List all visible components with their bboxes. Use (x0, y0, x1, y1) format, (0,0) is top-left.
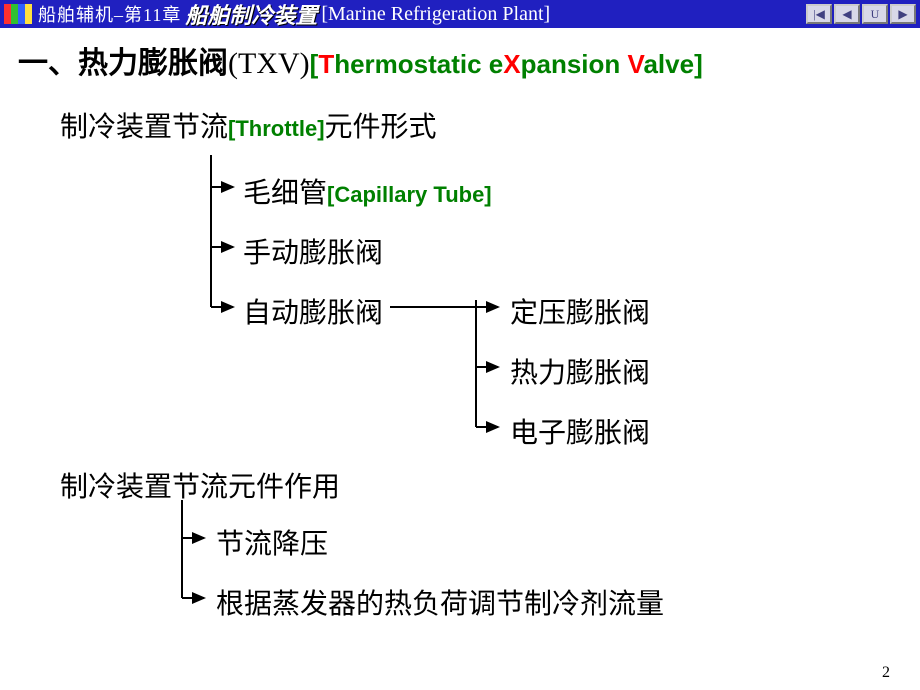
nav-prev-button[interactable]: ◀ (834, 4, 860, 24)
line-functions: 制冷装置节流元件作用 (60, 465, 340, 505)
page-number: 2 (882, 664, 890, 682)
title-en: [Marine Refrigeration Plant] (321, 3, 550, 26)
logo-icon (4, 4, 32, 24)
content-area: 一、热力膨胀阀(TXV)[Thermostatic eXpansion Valv… (0, 28, 920, 82)
title-prefix: 船舶辅机–第11章 (38, 1, 181, 27)
branch-capillary: 毛细管[Capillary Tube] (243, 171, 492, 211)
header-bar: 船舶辅机–第11章 船舶制冷装置 [Marine Refrigeration P… (0, 0, 920, 28)
heading-en: [Thermostatic eXpansion Valve] (310, 49, 703, 79)
func-throttle: 节流降压 (216, 522, 328, 562)
heading-paren: (TXV) (228, 47, 310, 80)
heading-cn: 一、热力膨胀阀 (18, 47, 228, 80)
sub-thermo: 热力膨胀阀 (510, 351, 650, 391)
nav-first-button[interactable]: |◀ (806, 4, 832, 24)
line-forms: 制冷装置节流[Throttle]元件形式 (60, 105, 437, 145)
nav-next-button[interactable]: ▶ (890, 4, 916, 24)
nav-u-button[interactable]: U (862, 4, 888, 24)
branch-auto: 自动膨胀阀 (243, 291, 383, 331)
func-regulate: 根据蒸发器的热负荷调节制冷剂流量 (216, 582, 664, 622)
nav-icons: |◀ ◀ U ▶ (806, 4, 916, 24)
sub-const-pressure: 定压膨胀阀 (510, 291, 650, 331)
title-main: 船舶制冷装置 (185, 0, 317, 30)
section-heading: 一、热力膨胀阀(TXV)[Thermostatic eXpansion Valv… (18, 38, 902, 82)
branch-manual: 手动膨胀阀 (243, 231, 383, 271)
sub-electronic: 电子膨胀阀 (510, 411, 650, 451)
